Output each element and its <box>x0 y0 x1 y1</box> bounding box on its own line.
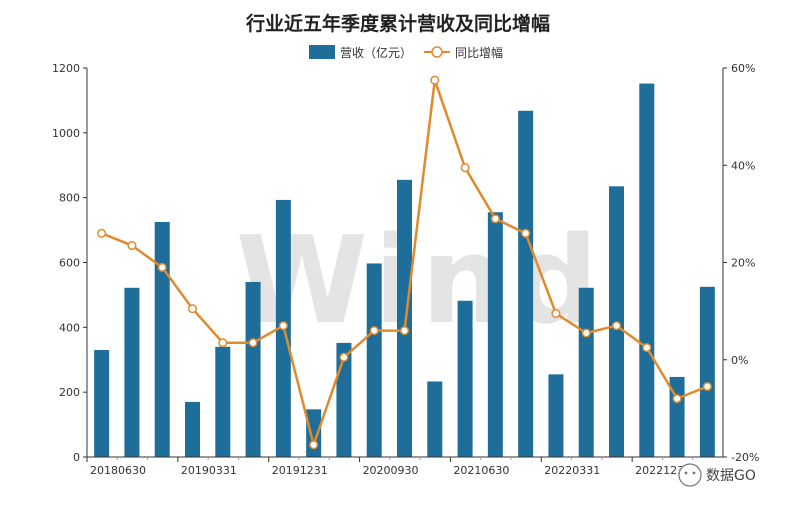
x-tick-label: 20191231 <box>272 464 328 477</box>
growth-point <box>369 326 379 336</box>
y-left-tick-label: 1000 <box>52 127 80 140</box>
wechat-icon <box>678 463 702 487</box>
growth-point <box>339 352 349 362</box>
bar <box>397 179 412 457</box>
growth-point <box>581 328 591 338</box>
bar <box>215 346 231 457</box>
y-right-tick-label: 60% <box>731 62 755 75</box>
y-right-tick-label: 20% <box>731 257 755 270</box>
bar <box>487 212 503 457</box>
y-left-tick-label: 400 <box>59 321 80 334</box>
legend-line-marker-icon <box>431 46 443 58</box>
growth-point <box>551 309 561 319</box>
growth-point <box>157 262 167 272</box>
brand-badge: 数据GO <box>678 463 756 487</box>
growth-point <box>218 338 228 348</box>
y-left-tick-label: 800 <box>59 192 80 205</box>
bar <box>94 350 110 457</box>
y-left-tick-label: 0 <box>73 451 80 464</box>
bar <box>518 110 534 457</box>
bar <box>154 221 170 457</box>
bar <box>427 381 443 457</box>
growth-point <box>248 338 258 348</box>
growth-point <box>611 321 622 331</box>
bar <box>366 263 382 457</box>
brand-name: 数据GO <box>706 468 756 484</box>
x-tick-label: 20200930 <box>363 464 419 477</box>
growth-point <box>97 228 107 238</box>
y-right-tick-label: 0% <box>731 354 748 367</box>
bar <box>185 401 200 457</box>
growth-point <box>399 326 410 336</box>
bar <box>639 83 655 457</box>
growth-point <box>672 394 682 404</box>
x-tick-label: 20220331 <box>544 464 600 477</box>
axes: 0 200 400 600 800 1000 1200 -20% 0% 20% 40% 60% 2018… <box>52 62 759 477</box>
legend-line-label: 同比增幅 <box>455 45 503 60</box>
y-left-tick-label: 1200 <box>52 62 80 75</box>
y-left-tick-label: 200 <box>59 386 80 399</box>
growth-point <box>278 321 288 331</box>
bar <box>457 300 473 457</box>
y-left-tick-label: 600 <box>59 257 80 270</box>
growth-point <box>430 75 440 85</box>
x-tick-label: 20190331 <box>181 464 237 477</box>
growth-point <box>490 214 500 224</box>
growth-point <box>642 343 652 353</box>
growth-point <box>309 440 319 450</box>
bar <box>245 281 261 457</box>
x-tick-label: 20210630 <box>453 464 509 477</box>
growth-point <box>521 228 531 238</box>
growth-point <box>187 304 198 314</box>
x-tick-label: 20180630 <box>90 464 146 477</box>
line-series <box>97 75 712 450</box>
growth-point <box>460 163 470 173</box>
chart-title: 行业近五年季度累计营收及同比增幅 <box>245 12 550 35</box>
y-right-tick-label: 40% <box>731 159 755 172</box>
bar <box>578 287 594 457</box>
growth-point <box>127 240 137 251</box>
x-tick-label: 2022123 <box>635 464 684 477</box>
bar <box>124 287 140 457</box>
growth-point <box>702 381 712 392</box>
bar-series <box>94 83 715 457</box>
legend: 营收（亿元） 同比增幅 <box>309 45 503 60</box>
watermark: Wind <box>236 212 605 351</box>
y-right-tick-label: -20% <box>731 451 759 464</box>
legend-bar-swatch <box>309 45 335 59</box>
bar <box>548 374 564 457</box>
bar <box>699 286 715 457</box>
legend-bar-label: 营收（亿元） <box>340 45 412 60</box>
